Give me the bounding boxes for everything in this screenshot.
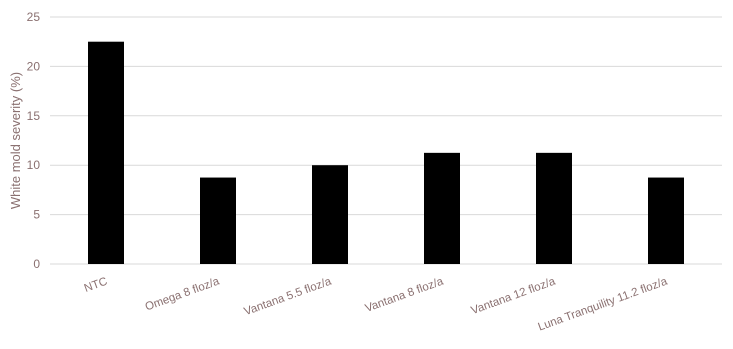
y-tick-label: 15 [27,109,41,123]
bar [88,41,124,265]
x-tick-label: Vantana 12 floz/a [470,275,558,317]
y-tick-label: 5 [33,208,40,222]
x-tick-label: Vantana 5.5 floz/a [243,275,334,318]
y-tick-label: 25 [27,10,41,24]
gridlines [50,16,722,265]
x-tick-label: Vantana 8 floz/a [364,275,446,315]
x-tick-label: Omega 8 floz/a [144,275,222,313]
bar [424,152,460,264]
x-axis-ticks: NTC Omega 8 floz/a Vantana 5.5 floz/a Vanta… [83,275,670,333]
bar [312,165,348,264]
x-tick-label: Luna Tranquility 11.2 floz/a [537,275,670,333]
bar [200,177,236,264]
bars [88,41,684,265]
bar [536,152,572,264]
y-axis-title: White mold severity (%) [8,72,23,209]
y-tick-label: 10 [27,158,41,172]
x-tick-label: NTC [83,276,109,295]
y-tick-label: 0 [33,257,40,271]
y-axis-ticks: 0 5 10 15 20 25 [27,10,41,271]
y-tick-label: 20 [27,59,41,73]
bar [648,177,684,264]
